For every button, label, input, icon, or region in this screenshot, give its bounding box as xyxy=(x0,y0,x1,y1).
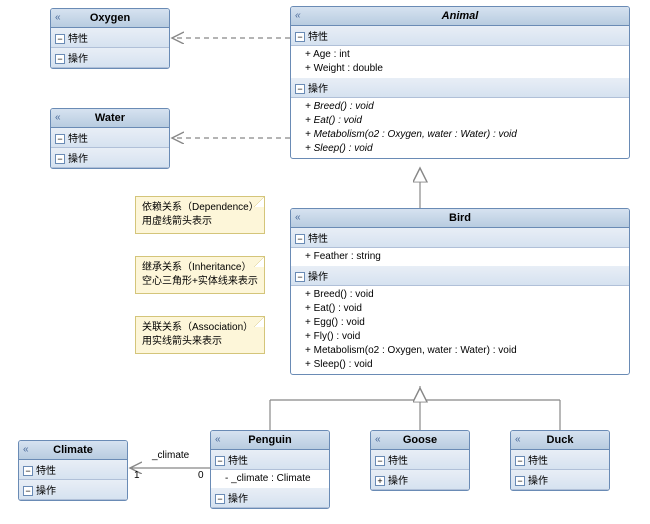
op-header[interactable]: −操作 xyxy=(291,78,629,98)
collapse-icon[interactable]: − xyxy=(295,84,305,94)
collapse-icon[interactable]: − xyxy=(515,456,525,466)
note-inheritance: 继承关系（Inheritance） 空心三角形+实体线来表示 xyxy=(135,256,265,294)
collapse-icon[interactable]: − xyxy=(295,32,305,42)
collapse-icon[interactable]: − xyxy=(55,154,65,164)
op-header[interactable]: +操作 xyxy=(371,470,469,490)
chevron-up-icon: « xyxy=(295,212,301,223)
class-duck[interactable]: « Duck −特性 −操作 xyxy=(510,430,610,491)
class-title: « Animal xyxy=(291,7,629,26)
class-title: « Oxygen xyxy=(51,9,169,28)
op-row: + Breed() : void xyxy=(305,100,625,114)
chevron-up-icon: « xyxy=(295,10,301,21)
collapse-icon[interactable]: − xyxy=(375,456,385,466)
note-line: 空心三角形+实体线来表示 xyxy=(142,275,258,289)
op-body: + Breed() : void + Eat() : void + Metabo… xyxy=(291,98,629,158)
class-name: Duck xyxy=(547,434,574,446)
attr-body: - _climate : Climate xyxy=(211,470,329,488)
op-header[interactable]: −操作 xyxy=(19,480,127,500)
attr-header[interactable]: −特性 xyxy=(511,450,609,470)
collapse-icon[interactable]: − xyxy=(55,134,65,144)
class-title: « Penguin xyxy=(211,431,329,450)
assoc-mult-from: 0 xyxy=(198,470,204,481)
attr-body: + Feather : string xyxy=(291,248,629,266)
attr-row: + Weight : double xyxy=(305,62,625,76)
op-header[interactable]: −操作 xyxy=(51,148,169,168)
class-title: « Duck xyxy=(511,431,609,450)
attr-row: + Age : int xyxy=(305,48,625,62)
class-climate[interactable]: « Climate −特性 −操作 xyxy=(18,440,128,501)
note-line: 用虚线箭头表示 xyxy=(142,215,258,229)
class-name: Water xyxy=(95,112,125,124)
note-association: 关联关系（Association） 用实线箭头来表示 xyxy=(135,316,265,354)
collapse-icon[interactable]: − xyxy=(295,272,305,282)
attr-row: + Feather : string xyxy=(305,250,625,264)
class-water[interactable]: « Water −特性 −操作 xyxy=(50,108,170,169)
op-row: + Eat() : void xyxy=(305,114,625,128)
collapse-icon[interactable]: − xyxy=(215,494,225,504)
collapse-icon[interactable]: − xyxy=(23,486,33,496)
attr-header[interactable]: −特性 xyxy=(291,228,629,248)
note-line: 继承关系（Inheritance） xyxy=(142,261,258,275)
op-header[interactable]: −操作 xyxy=(511,470,609,490)
note-line: 用实线箭头来表示 xyxy=(142,335,258,349)
class-name: Animal xyxy=(442,10,479,22)
class-bird[interactable]: « Bird −特性 + Feather : string −操作 + Breed… xyxy=(290,208,630,375)
op-row: + Metabolism(o2 : Oxygen, water : Water)… xyxy=(305,128,625,142)
op-header[interactable]: −操作 xyxy=(291,266,629,286)
op-row: + Sleep() : void xyxy=(305,358,625,372)
attr-header[interactable]: −特性 xyxy=(371,450,469,470)
collapse-icon[interactable]: − xyxy=(55,54,65,64)
collapse-icon[interactable]: − xyxy=(215,456,225,466)
chevron-up-icon: « xyxy=(23,444,29,455)
class-oxygen[interactable]: « Oxygen −特性 −操作 xyxy=(50,8,170,69)
class-penguin[interactable]: « Penguin −特性 - _climate : Climate −操作 xyxy=(210,430,330,509)
class-name: Bird xyxy=(449,212,471,224)
attr-header[interactable]: −特性 xyxy=(291,26,629,46)
class-name: Oxygen xyxy=(90,12,130,24)
collapse-icon[interactable]: − xyxy=(23,466,33,476)
attr-header[interactable]: −特性 xyxy=(51,128,169,148)
class-name: Climate xyxy=(53,444,93,456)
class-animal[interactable]: « Animal −特性 + Age : int + Weight : doubl… xyxy=(290,6,630,159)
class-title: « Climate xyxy=(19,441,127,460)
attr-header[interactable]: −特性 xyxy=(51,28,169,48)
class-title: « Water xyxy=(51,109,169,128)
note-line: 关联关系（Association） xyxy=(142,321,258,335)
op-row: + Fly() : void xyxy=(305,330,625,344)
op-header[interactable]: −操作 xyxy=(51,48,169,68)
op-row: + Metabolism(o2 : Oxygen, water : Water)… xyxy=(305,344,625,358)
attr-header[interactable]: −特性 xyxy=(19,460,127,480)
note-dependence: 依赖关系（Dependence） 用虚线箭头表示 xyxy=(135,196,265,234)
attr-row: - _climate : Climate xyxy=(225,472,325,486)
op-row: + Sleep() : void xyxy=(305,142,625,156)
class-title: « Goose xyxy=(371,431,469,450)
attr-header[interactable]: −特性 xyxy=(211,450,329,470)
class-title: « Bird xyxy=(291,209,629,228)
op-row: + Eat() : void xyxy=(305,302,625,316)
attr-body: + Age : int + Weight : double xyxy=(291,46,629,78)
chevron-up-icon: « xyxy=(515,434,521,445)
op-row: + Breed() : void xyxy=(305,288,625,302)
expand-icon[interactable]: + xyxy=(375,476,385,486)
chevron-up-icon: « xyxy=(55,112,61,123)
class-goose[interactable]: « Goose −特性 +操作 xyxy=(370,430,470,491)
op-body: + Breed() : void + Eat() : void + Egg() … xyxy=(291,286,629,374)
note-line: 依赖关系（Dependence） xyxy=(142,201,258,215)
chevron-up-icon: « xyxy=(375,434,381,445)
op-header[interactable]: −操作 xyxy=(211,488,329,508)
chevron-up-icon: « xyxy=(215,434,221,445)
chevron-up-icon: « xyxy=(55,12,61,23)
class-name: Goose xyxy=(403,434,437,446)
collapse-icon[interactable]: − xyxy=(55,34,65,44)
collapse-icon[interactable]: − xyxy=(515,476,525,486)
class-name: Penguin xyxy=(248,434,291,446)
collapse-icon[interactable]: − xyxy=(295,234,305,244)
assoc-label: _climate xyxy=(152,450,189,461)
assoc-mult-to: 1 xyxy=(134,470,140,481)
op-row: + Egg() : void xyxy=(305,316,625,330)
